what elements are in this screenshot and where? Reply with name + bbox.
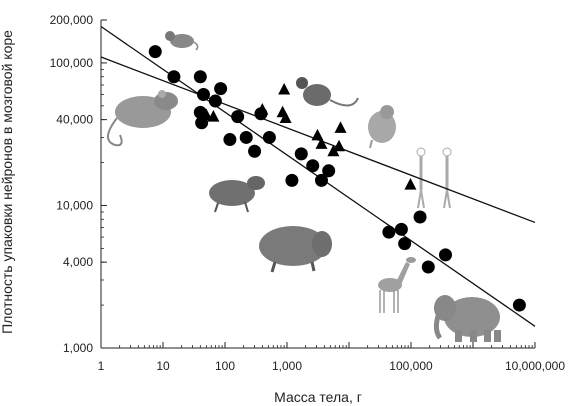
data-points — [148, 45, 526, 312]
elephant-picture — [433, 295, 501, 342]
circle-point — [193, 70, 207, 84]
triangle-point — [327, 144, 340, 157]
monkey-picture — [296, 77, 359, 107]
y-tick-label: 40,000 — [56, 113, 93, 127]
animal-pictures — [107, 31, 501, 342]
circle-point — [438, 248, 452, 262]
triangle-point — [334, 121, 347, 133]
triangle-point — [278, 82, 291, 95]
circle-point — [413, 210, 427, 224]
x-tick-label: 10,000,000 — [505, 359, 565, 373]
circle-point — [394, 222, 408, 236]
humans-picture — [416, 147, 452, 209]
y-tick-label: 1,000 — [63, 341, 93, 355]
x-tick-label: 10 — [156, 359, 170, 373]
circle-point — [148, 45, 162, 59]
triangle-point — [315, 137, 328, 149]
circle-point — [223, 133, 237, 147]
x-tick-label: 1 — [98, 359, 105, 373]
triangle-point — [200, 108, 213, 121]
circle-point — [248, 144, 262, 158]
capybara-picture — [259, 226, 332, 273]
circle-point — [231, 110, 245, 124]
circle-point — [314, 173, 328, 187]
x-tick-label: 100 — [215, 359, 235, 373]
x-tick-label: 1,000 — [272, 359, 302, 373]
triangle-point — [207, 110, 220, 122]
rat-picture — [107, 90, 178, 147]
circle-point — [398, 237, 412, 251]
circle-point — [294, 147, 308, 161]
triangle-point — [311, 128, 324, 141]
triangle-point — [256, 103, 269, 115]
circle-point — [167, 70, 181, 84]
x-tick-label: 100,000 — [389, 359, 433, 373]
giraffe-picture — [378, 257, 416, 313]
circle-point — [262, 130, 276, 144]
y-tick-label: 200,000 — [50, 13, 94, 27]
triangle-point — [404, 178, 417, 190]
y-tick-label: 4,000 — [63, 255, 93, 269]
macaque-picture — [368, 105, 396, 149]
circle-point — [285, 173, 299, 187]
circle-point — [208, 94, 222, 108]
y-axis-title: Плотность упаковки нейронов в мозговой к… — [0, 30, 15, 334]
mouse-picture — [165, 31, 199, 51]
circle-point — [421, 260, 435, 274]
circle-point — [214, 82, 228, 96]
circle-point — [512, 298, 526, 312]
triangle-point — [279, 111, 292, 124]
circle-point — [322, 164, 336, 178]
circle-point — [382, 225, 396, 239]
x-axis-title: Масса тела, г — [274, 389, 362, 405]
agouti-picture — [209, 176, 265, 213]
triangle-point — [333, 139, 346, 152]
circle-point — [196, 88, 210, 102]
circle-point — [306, 159, 320, 173]
axes: 1 10 100 1,000 100,000 10,000,000 1,000 4,000 10… — [50, 13, 566, 373]
y-tick-label: 10,000 — [56, 198, 93, 212]
circle-point — [239, 130, 253, 144]
y-tick-label: 100,000 — [50, 56, 94, 70]
